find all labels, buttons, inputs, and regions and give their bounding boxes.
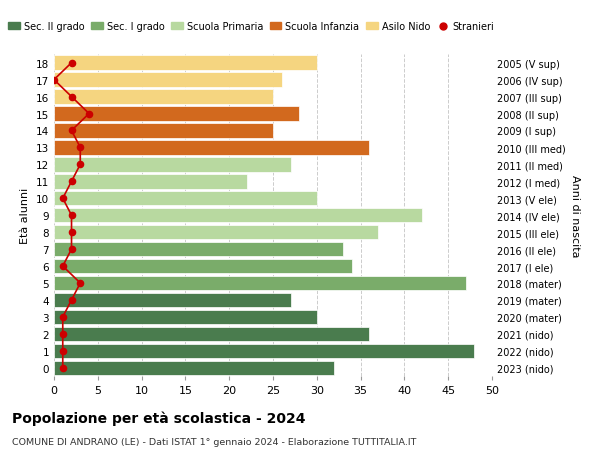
Bar [54,56,317,71]
Point [67,212,76,219]
Bar [54,276,466,291]
Point [58,347,68,355]
Point [58,263,68,270]
Bar [54,107,299,122]
Bar [54,242,343,257]
Text: COMUNE DI ANDRANO (LE) - Dati ISTAT 1° gennaio 2024 - Elaborazione TUTTITALIA.IT: COMUNE DI ANDRANO (LE) - Dati ISTAT 1° g… [12,437,416,446]
Point [67,246,76,253]
Bar [54,225,378,240]
Point [58,364,68,372]
Point [67,229,76,236]
Point [49,77,59,84]
Bar [54,192,317,206]
Bar [54,310,317,325]
Point [58,195,68,202]
Y-axis label: Età alunni: Età alunni [20,188,31,244]
Point [76,145,85,152]
Legend: Sec. II grado, Sec. I grado, Scuola Primaria, Scuola Infanzia, Asilo Nido, Stran: Sec. II grado, Sec. I grado, Scuola Prim… [4,18,498,36]
Bar [54,90,273,105]
Bar [54,259,352,274]
Bar [54,124,273,138]
Point [67,178,76,185]
Bar [54,327,370,341]
Bar [54,158,290,172]
Bar [54,141,370,155]
Bar [54,175,247,189]
Point [58,313,68,321]
Point [76,161,85,168]
Point [67,60,76,67]
Text: Popolazione per età scolastica - 2024: Popolazione per età scolastica - 2024 [12,411,305,425]
Bar [54,293,290,308]
Point [67,94,76,101]
Point [67,297,76,304]
Bar [54,208,422,223]
Point [76,280,85,287]
Bar [54,361,334,375]
Point [58,330,68,338]
Bar [54,73,282,88]
Point [67,128,76,135]
Point [84,111,94,118]
Y-axis label: Anni di nascita: Anni di nascita [569,174,580,257]
Bar [54,344,475,358]
